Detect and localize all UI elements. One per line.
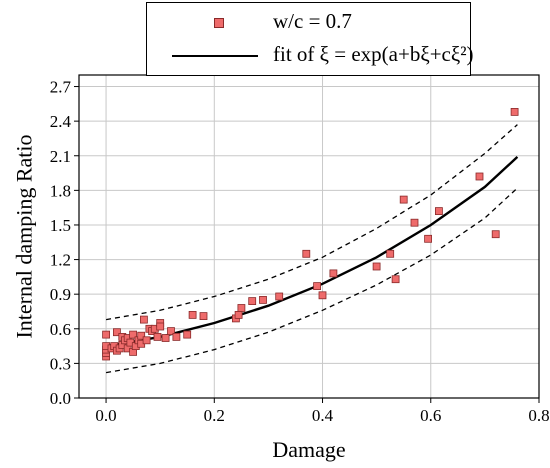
legend-label-fit: fit of ξ = exp(a+bξ+cξ²) xyxy=(273,42,474,66)
data-point xyxy=(424,234,433,243)
y-tick-label: 0.3 xyxy=(50,354,71,373)
confidence-band-line xyxy=(105,187,518,374)
data-point xyxy=(302,249,311,258)
data-point xyxy=(259,295,267,304)
confidence-band-line xyxy=(105,124,518,321)
grid-layer xyxy=(79,75,540,399)
data-point xyxy=(167,327,175,336)
data-point xyxy=(153,332,162,341)
data-point xyxy=(161,334,170,342)
data-point xyxy=(275,292,284,301)
data-point xyxy=(313,282,322,291)
data-point xyxy=(139,315,148,324)
legend-item-data: w/c = 0.7 xyxy=(147,8,470,38)
data-point xyxy=(172,332,181,341)
legend-marker-square-icon xyxy=(214,18,224,28)
data-point xyxy=(372,262,381,271)
legend-label-data: w/c = 0.7 xyxy=(273,9,352,33)
data-point xyxy=(391,275,400,284)
plot-frame xyxy=(78,74,540,399)
y-axis-title: Internal damping Ratio xyxy=(12,134,37,338)
points-layer xyxy=(102,108,519,361)
data-point xyxy=(510,108,519,116)
y-tick-label: 0.6 xyxy=(50,320,71,339)
y-tick-label: 0.0 xyxy=(50,389,71,408)
x-tick-label: 0.8 xyxy=(528,406,549,425)
legend-line-icon xyxy=(172,55,258,57)
y-tick-label: 2.1 xyxy=(50,147,71,166)
data-point xyxy=(188,310,197,319)
y-tick-label: 1.2 xyxy=(50,251,71,270)
tick-layer: 0.0 0.2 0.4 0.6 0.8 0.0 0.3 0.6 0.9 1.2 1.5 1.8 2.1 2… xyxy=(50,78,550,425)
y-tick-label: 2.4 xyxy=(50,112,72,131)
y-tick-label: 1.8 xyxy=(50,181,71,200)
data-point xyxy=(113,328,121,337)
data-point xyxy=(156,322,165,331)
data-point xyxy=(137,331,146,340)
x-tick-label: 0.0 xyxy=(95,406,116,425)
data-point xyxy=(102,330,110,339)
data-point xyxy=(410,218,419,227)
fit-line xyxy=(105,156,519,348)
fit-layer xyxy=(105,124,519,374)
data-point xyxy=(399,195,408,204)
data-point xyxy=(434,207,443,216)
data-point xyxy=(142,336,151,345)
data-point xyxy=(329,269,338,278)
y-tick-label: 0.9 xyxy=(50,285,71,304)
data-point xyxy=(234,310,243,319)
y-tick-label: 2.7 xyxy=(50,78,72,97)
legend: w/c = 0.7 fit of ξ = exp(a+bξ+cξ²) xyxy=(146,2,474,76)
x-tick-label: 0.4 xyxy=(312,406,334,425)
x-tick-label: 0.6 xyxy=(420,406,441,425)
data-point xyxy=(237,304,246,312)
data-point xyxy=(183,330,192,339)
data-point xyxy=(129,330,138,339)
legend-item-fit: fit of ξ = exp(a+bξ+cξ²) xyxy=(147,41,474,71)
data-point xyxy=(199,312,208,321)
data-point xyxy=(475,172,484,181)
data-point xyxy=(318,291,327,300)
x-tick-label: 0.2 xyxy=(204,406,225,425)
data-point xyxy=(386,249,395,258)
y-tick-label: 1.5 xyxy=(50,216,71,235)
x-axis-title: Damage xyxy=(272,437,345,462)
data-point xyxy=(248,297,257,306)
data-point xyxy=(491,230,500,239)
